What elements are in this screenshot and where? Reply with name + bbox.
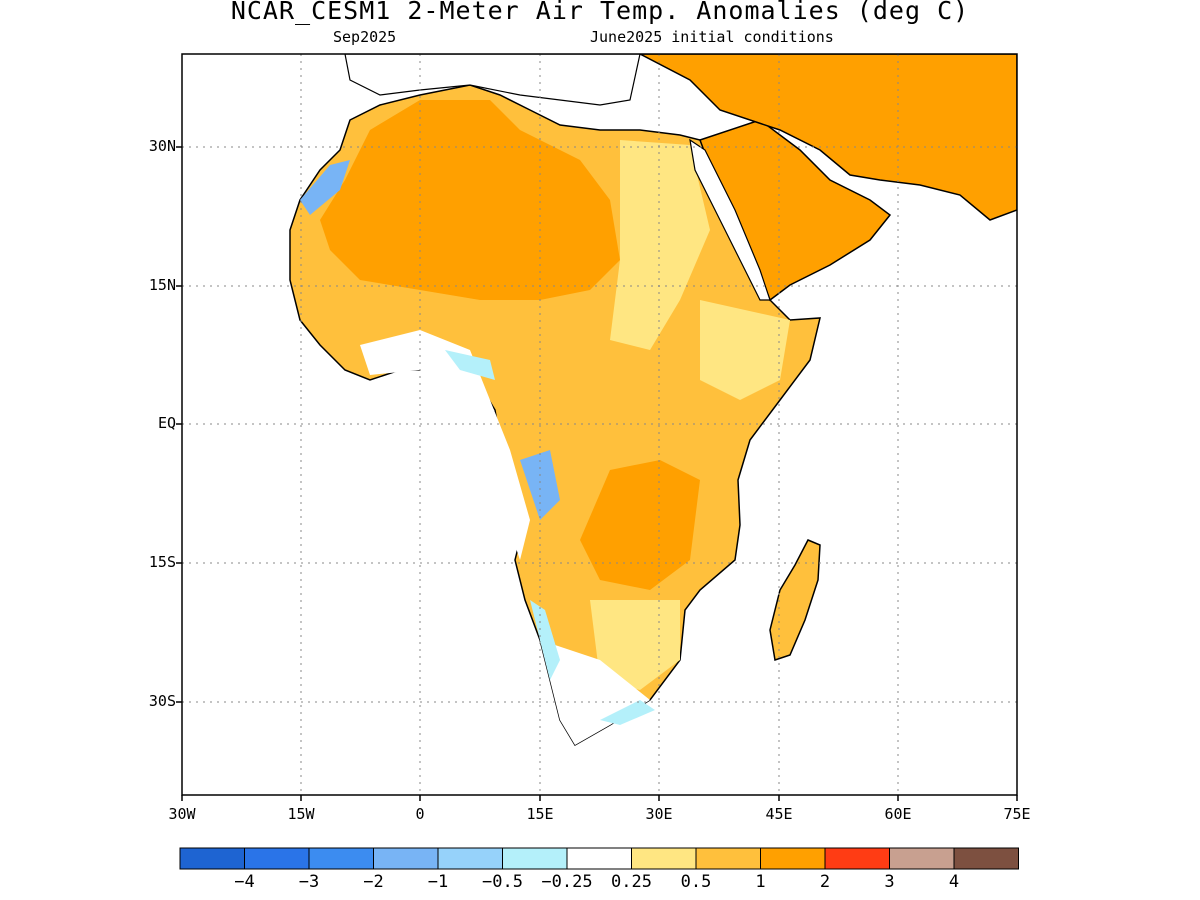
- gulf-guinea-cool-region: [445, 350, 495, 380]
- madagascar-land: [769, 539, 821, 661]
- initial-conditions-label: June2025 initial conditions: [590, 28, 834, 46]
- longitude-tick-label: 45E: [765, 805, 793, 823]
- morocco-cool-region: [300, 160, 350, 215]
- longitude-tick-label: 15E: [526, 805, 554, 823]
- colorbar-swatch: [244, 847, 310, 870]
- colorbar-swatch: [502, 847, 568, 870]
- colorbar-swatch: [179, 847, 245, 870]
- colorbar-swatch: [953, 847, 1019, 870]
- longitude-tick-label: 30E: [645, 805, 673, 823]
- colorbar-swatch: [373, 847, 439, 870]
- colorbar-tick-label: −3: [298, 872, 320, 892]
- angola-cool-region: [520, 450, 560, 520]
- colorbar-swatch: [308, 847, 374, 870]
- colorbar-tick-label: −4: [234, 872, 255, 892]
- colorbar-tick-label: 1: [755, 872, 766, 892]
- latitude-tick-label: 30N: [148, 137, 176, 155]
- europe-land: [344, 54, 641, 106]
- colorbar-tick-label: −0.25: [541, 872, 593, 892]
- colorbar-swatch: [631, 847, 697, 870]
- colorbar-swatch: [889, 847, 955, 870]
- colorbar-tick-label: −0.5: [482, 872, 523, 892]
- southern-mild-region: [590, 600, 680, 690]
- map-gridlines: [182, 54, 1017, 795]
- colorbar-swatch: [695, 847, 761, 870]
- colorbar-swatch: [437, 847, 503, 870]
- colorbar: [179, 847, 1019, 870]
- longitude-tick-label: 0: [415, 805, 425, 823]
- asia-land: [639, 54, 1017, 221]
- latitude-tick-label: EQ: [157, 414, 176, 432]
- longitude-tick-label: 30W: [168, 805, 196, 823]
- colorbar-tick-label: 2: [819, 872, 831, 892]
- colorbar-tick-label: −1: [427, 872, 449, 892]
- longitude-tick-label: 60E: [884, 805, 912, 823]
- latitude-tick-label: 15S: [148, 553, 176, 571]
- east-africa-warm-region: [580, 460, 700, 590]
- map-title: NCAR_CESM1 2-Meter Air Temp. Anomalies (…: [230, 0, 970, 25]
- colorbar-tick-label: 3: [884, 872, 895, 892]
- latitude-tick-label: 15N: [148, 276, 176, 294]
- longitude-tick-label: 15W: [287, 805, 315, 823]
- map-plot-area: [289, 54, 1017, 747]
- longitude-tick-label: 75E: [1003, 805, 1031, 823]
- colorbar-tick-label: 0.5: [680, 872, 712, 892]
- red-sea: [689, 138, 771, 301]
- colorbar-tick-label: 4: [948, 872, 960, 892]
- colorbar-swatch: [824, 847, 890, 870]
- south-africa-neutral: [540, 640, 650, 745]
- cape-cool-region: [600, 700, 655, 725]
- colorbar-tick-label: 0.25: [611, 872, 652, 892]
- sahara-warm-region: [320, 100, 620, 300]
- forecast-month-label: Sep2025: [333, 28, 397, 46]
- sudan-mild-region: [610, 140, 710, 350]
- colorbar-swatch: [760, 847, 826, 870]
- axis-ticks: [176, 146, 1018, 801]
- benguela-cool-region: [530, 600, 560, 680]
- latitude-tick-label: 30S: [148, 692, 176, 710]
- horn-mild-region: [700, 300, 790, 400]
- colorbar-tick-label: −2: [363, 872, 384, 892]
- colorbar-swatch: [566, 847, 632, 870]
- guinea-coast-neutral: [360, 330, 530, 560]
